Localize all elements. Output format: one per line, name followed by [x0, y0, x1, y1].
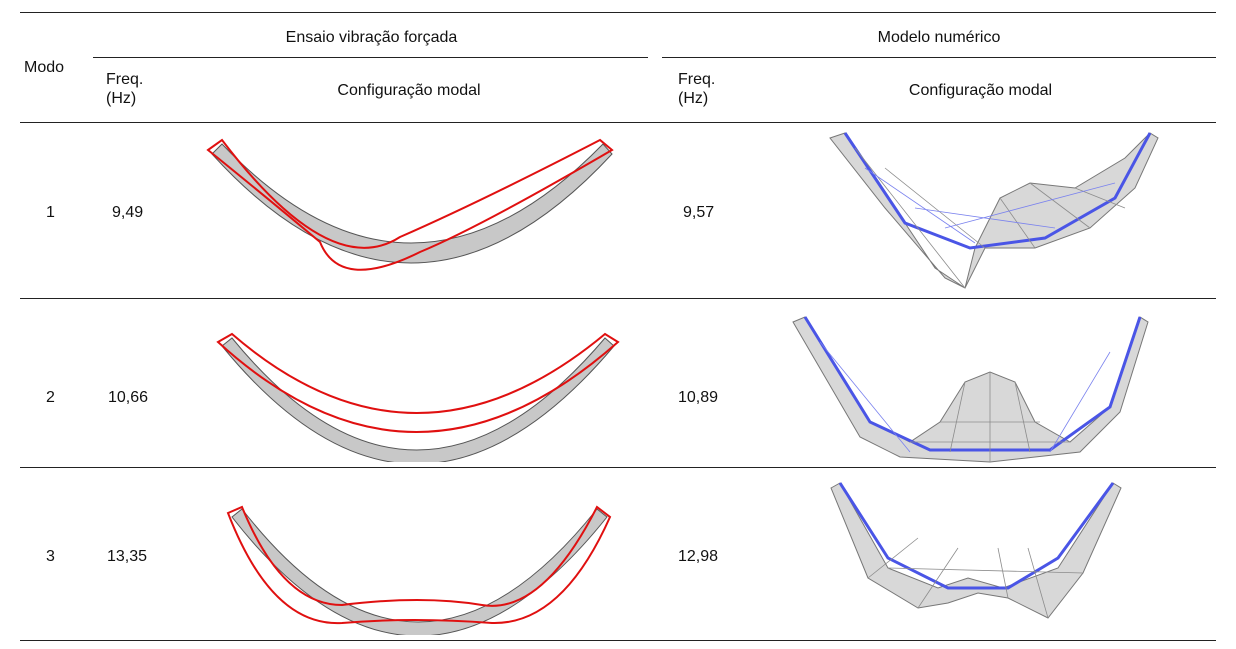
group-rule-numerical	[662, 57, 1216, 58]
row3-experimental-mode-shape	[226, 505, 612, 635]
row3-undeformed-beam	[231, 508, 608, 635]
freq-header-test: Freq. (Hz)	[106, 70, 166, 108]
row1-bottom-rule	[20, 298, 1216, 299]
row1-freq-model: 9,57	[683, 204, 715, 221]
row3-freq-model: 12,98	[678, 548, 719, 565]
row1-mode: 1	[46, 204, 55, 221]
row1-deformed-beam	[206, 138, 614, 271]
shape-header-test: Configuração modal	[337, 82, 481, 99]
row2-numerical-mode-shape	[792, 316, 1149, 463]
row2-bottom-rule	[20, 467, 1216, 468]
header-bottom-rule	[20, 122, 1216, 123]
freq-header-test-line1: Freq.	[106, 71, 144, 88]
shape-header-model: Configuração modal	[908, 82, 1053, 99]
table-bottom-rule	[20, 640, 1216, 641]
group-rule-experimental	[93, 57, 648, 58]
row2-mode: 2	[46, 389, 55, 406]
row3-deformed-beam	[226, 505, 612, 625]
modo-header: Modo	[24, 59, 65, 76]
row1-freq-test: 9,49	[112, 204, 144, 221]
row2-undeformed-beam	[221, 337, 615, 462]
group-header-numerical: Modelo numérico	[877, 29, 1001, 46]
row2-experimental-mode-shape	[216, 332, 620, 462]
table-top-rule	[20, 12, 1216, 13]
row2-freq-model: 10,89	[678, 389, 719, 406]
group-header-experimental: Ensaio vibração forçada	[285, 29, 458, 46]
row3-mode: 3	[46, 548, 55, 565]
row3-numerical-mode-shape	[830, 482, 1122, 619]
row1-undeformed-beam	[211, 143, 613, 264]
row3-freq-test: 13,35	[107, 548, 148, 565]
freq-header-model-line2: (Hz)	[678, 90, 709, 107]
freq-header-model-line1: Freq.	[678, 71, 716, 88]
row2-deformed-beam	[216, 332, 620, 433]
freq-header-model: Freq. (Hz)	[678, 70, 738, 108]
row1-numerical-mode-shape	[829, 132, 1159, 289]
row1-experimental-mode-shape	[206, 138, 614, 271]
row2-freq-test: 10,66	[108, 389, 149, 406]
freq-header-test-line2: (Hz)	[106, 90, 137, 107]
